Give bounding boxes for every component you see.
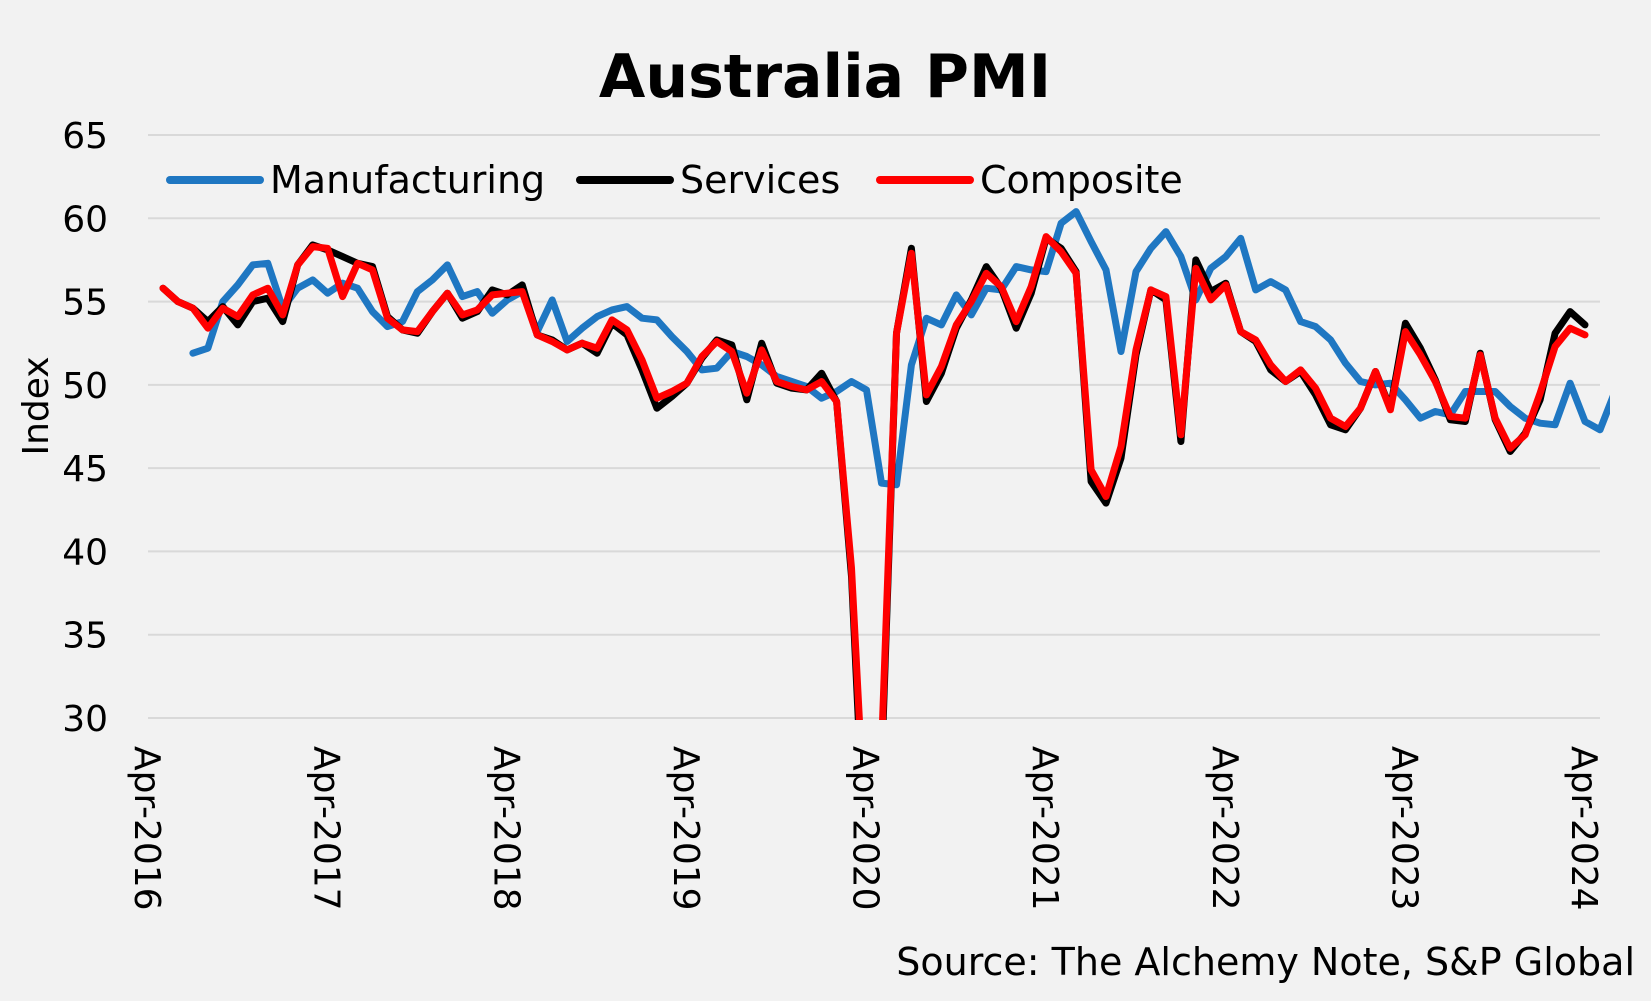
x-tick-label: Apr-2017 bbox=[306, 746, 347, 911]
y-tick-label: 45 bbox=[62, 449, 108, 490]
series-line-composite bbox=[159, 233, 1589, 720]
source-note: Source: The Alchemy Note, S&P Global bbox=[896, 940, 1635, 984]
x-tick-label: Apr-2021 bbox=[1024, 746, 1065, 911]
legend-label-services: Services bbox=[680, 158, 840, 202]
x-axis-ticks: Apr-2016 Apr-2017 Apr-2018 Apr-2019 Apr-2020… bbox=[126, 746, 1604, 911]
legend-label-manufacturing: Manufacturing bbox=[270, 158, 545, 202]
y-axis-ticks: 30 35 40 45 50 55 60 65 bbox=[62, 116, 108, 740]
y-tick-label: 55 bbox=[62, 283, 108, 324]
x-tick-label: Apr-2020 bbox=[845, 746, 886, 911]
series-lines bbox=[159, 208, 1610, 720]
x-tick-label: Apr-2023 bbox=[1383, 746, 1424, 911]
x-tick-label: Apr-2016 bbox=[126, 746, 167, 911]
legend: Manufacturing Services Composite bbox=[166, 158, 1183, 202]
x-tick-label: Apr-2022 bbox=[1204, 746, 1245, 911]
y-tick-label: 50 bbox=[62, 366, 108, 407]
y-tick-label: 65 bbox=[62, 116, 108, 157]
y-tick-label: 35 bbox=[62, 616, 108, 657]
y-axis-label: Index bbox=[16, 356, 57, 455]
x-tick-label: Apr-2024 bbox=[1563, 746, 1604, 911]
x-tick-label: Apr-2018 bbox=[485, 746, 526, 911]
chart-title: Australia PMI bbox=[599, 42, 1051, 112]
gridlines bbox=[148, 134, 1600, 719]
y-tick-label: 60 bbox=[62, 199, 108, 240]
x-tick-label: Apr-2019 bbox=[665, 746, 706, 911]
y-tick-label: 40 bbox=[62, 532, 108, 573]
legend-label-composite: Composite bbox=[980, 158, 1183, 202]
y-tick-label: 30 bbox=[62, 699, 108, 740]
